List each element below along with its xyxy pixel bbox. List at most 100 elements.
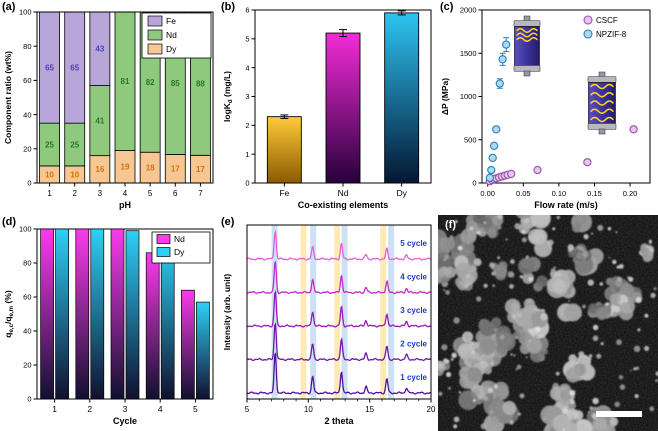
c-x-tick-label: 0.20 [623,189,638,198]
xrd-curve [246,289,431,328]
highlight-band [271,225,278,399]
a-x-axis-label: pH [119,200,131,210]
c-x-tick-label: 0.15 [587,189,602,198]
y-tick-label: 80 [23,259,31,268]
scatter-point [489,141,499,150]
e-x-tick-label: 5 [245,405,250,414]
a-x-tick-label: 3 [98,189,103,198]
panel-d-label: (d) [2,216,17,228]
y-tick-label: 100 [19,8,32,17]
c-legend-marker [583,15,593,25]
grouped-bar [40,228,54,400]
c-x-tick-label: 0.00 [480,189,495,198]
grouped-bar [75,228,90,400]
panel-c: (c) 0 500 1000 1500 2000 0.00 0.05 0.10 0.15 0.20… [438,0,658,215]
y-tick-label: 40 [23,327,31,336]
scatter-point [502,40,511,49]
a-legend-label: Nd [166,30,177,40]
a-legend-swatch [147,15,163,27]
grouped-bar [160,243,175,400]
grouped-bar [145,252,160,400]
scatter-point [507,169,516,179]
xrd-curve [246,260,431,295]
column-body [588,82,616,124]
bar-value-label: 17 [196,165,205,174]
y-tick-label: 0 [27,179,31,188]
bar-value-label: 65 [70,63,79,72]
y-tick-label: 1000 [460,92,477,101]
sem-grain-overlay [438,215,658,431]
d-x-tick-label: 3 [123,404,128,414]
panel-e: (e) 1 cycle 2 cycle 3 cycle 4 cycle 5 cycle 5… [219,215,438,431]
a-legend-label: Dy [166,44,177,54]
c-legend-label: NPZIF-8 [596,30,627,39]
chart-d-cycle-capacity-grouped-bar: 0 20 40 60 80 100 qe,c/qe,m (%) Cycle 1 2 3 4 5 Nd Dy [3,225,214,426]
squiggle [590,100,614,106]
highlight-band [388,225,395,399]
b-y-axis-label: logKd (mg/L) [222,71,234,122]
panel-f: (f) [438,215,658,431]
y-tick-label: 5 [245,35,249,44]
c-x-axis-label: Flow rate (m/s) [534,200,598,210]
sem-image [438,215,658,431]
panel-a: (a) 0 20 40 60 80 100 Component ratio (wt%) pH 1… [0,0,219,215]
a-legend-swatch [147,43,163,55]
bar-value-label: 18 [146,163,155,172]
y-tick-label: 20 [23,145,31,154]
a-legend-swatch [147,29,163,41]
grouped-bar [55,228,69,400]
bar-value-label: 10 [70,170,79,179]
scatter-point [495,79,504,88]
panel-d: (d) 0 20 40 60 80 100 qe,c/qe,m (%) Cycle 1 2 3 4 5 N… [0,215,219,431]
a-legend-label: Fe [166,16,176,26]
xrd-curve [247,322,431,362]
y-tick-label: 2000 [460,6,477,15]
highlight-band [300,225,307,399]
plot-frame [36,11,214,184]
xrd-curve [247,352,432,395]
squiggle [590,116,614,123]
e-x-tick-label: 15 [365,405,374,414]
scatter-point [488,153,497,163]
c-legend-marker [583,29,593,39]
d-legend-label: Dy [174,247,185,257]
c-legend-label: CSCF [596,16,618,25]
bar-value-label: 41 [95,116,104,125]
y-tick-label: 20 [23,361,31,370]
panel-e-label: (e) [221,216,235,228]
y-tick-label: 6 [245,6,249,15]
c-x-tick-label: 0.10 [552,189,567,198]
chart-e-xrd-patterns: 1 cycle 2 cycle 3 cycle 4 cycle 5 cycle 5 10 15… [222,224,436,426]
d-x-tick-label: 5 [193,404,198,414]
plot-frame [246,224,432,400]
y-tick-label: 500 [464,135,477,144]
panel-c-label: (c) [440,1,454,13]
scale-bar [596,411,642,417]
d-legend-swatch [156,234,171,244]
a-x-tick-label: 5 [148,189,153,198]
scatter-point [487,165,496,175]
chart-b-logkd-bar: 0 1 2 3 4 5 6 logKd (mg/L) Co-existing elements F… [222,6,432,210]
highlight-band [341,225,348,399]
column-bottom-fitting [523,70,531,77]
d-legend-swatch [156,247,171,257]
y-tick-label: 1 [245,150,249,159]
grouped-bar [125,230,140,400]
y-tick-label: 0 [472,179,476,188]
d-x-tick-label: 1 [52,404,57,414]
d-x-tick-label: 2 [87,404,92,414]
d-legend-label: Nd [174,234,185,244]
panel-a-label: (a) [2,1,16,13]
d-x-tick-label: 4 [158,404,163,414]
a-x-tick-label: 2 [72,189,77,198]
cscf-column-icon [513,15,541,77]
column-contents [590,83,614,123]
bar [325,32,361,184]
xrd-curve [246,229,431,261]
highlight-band [380,225,387,399]
bar-value-label: 25 [70,140,79,149]
cycle-label: 4 cycle [400,273,427,282]
bar-value-label: 16 [95,165,104,174]
d-x-axis-label: Cycle [113,416,137,426]
